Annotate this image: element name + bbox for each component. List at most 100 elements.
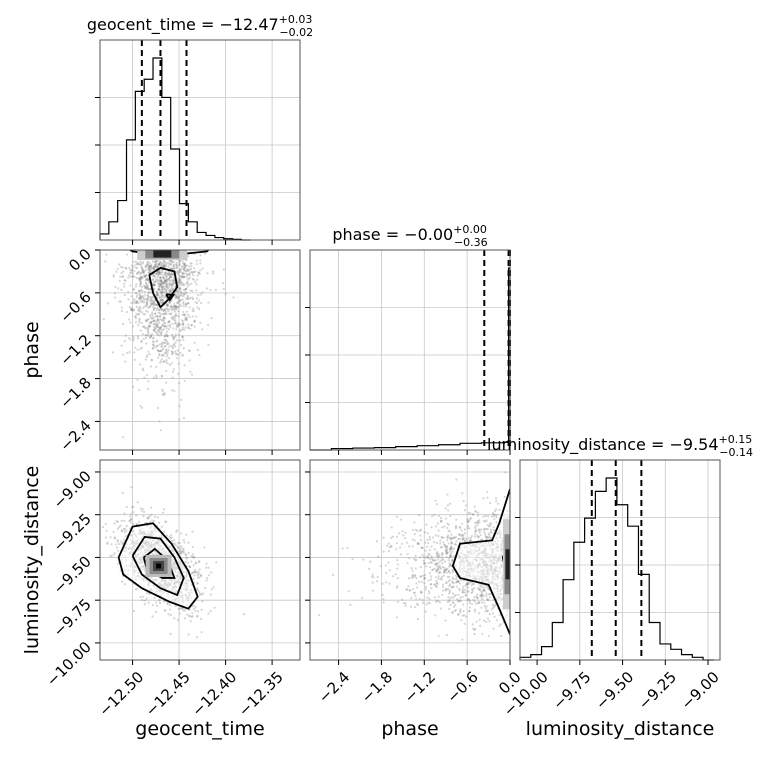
scatter-point (454, 609, 457, 612)
scatter-point (144, 358, 147, 361)
scatter-point (102, 318, 105, 321)
scatter-point (475, 620, 478, 623)
scatter-point (177, 362, 180, 365)
x-tick-label: −12.40 (188, 668, 240, 720)
scatter-point (476, 587, 480, 590)
scatter-point (207, 574, 210, 577)
scatter-point (413, 591, 416, 594)
scatter-point (423, 531, 426, 534)
scatter-point (143, 274, 146, 278)
scatter-point (174, 341, 177, 344)
scatter-point (180, 607, 183, 610)
scatter-point (433, 583, 436, 586)
scatter-point (106, 302, 109, 305)
scatter-point (144, 319, 147, 322)
scatter-point (468, 539, 472, 543)
scatter-point (170, 317, 173, 320)
scatter-point (136, 300, 139, 303)
scatter-point (142, 284, 146, 288)
scatter-point (153, 327, 157, 330)
scatter-point (190, 262, 193, 265)
scatter-point (150, 506, 153, 509)
scatter-point (187, 302, 190, 305)
scatter-point (155, 601, 158, 604)
scatter-point (185, 280, 189, 284)
scatter-point (152, 283, 155, 286)
scatter-point (164, 278, 167, 282)
scatter-point (494, 604, 497, 607)
scatter-point (148, 269, 151, 272)
scatter-point (136, 348, 139, 351)
scatter-point (188, 272, 191, 275)
scatter-point (164, 272, 167, 275)
scatter-point (474, 529, 478, 532)
scatter-point (155, 376, 158, 379)
scatter-point (156, 265, 159, 268)
scatter-point (120, 344, 123, 347)
scatter-point (450, 546, 453, 550)
scatter-point (182, 293, 186, 296)
scatter-point (125, 267, 128, 270)
scatter-point (135, 299, 138, 303)
scatter-point (158, 602, 162, 605)
scatter-point (155, 325, 158, 328)
panel-title: luminosity_distance = −9.54+0.15 −0.14 (487, 433, 753, 459)
scatter-point (418, 556, 422, 559)
scatter-point (177, 273, 180, 276)
scatter-point (145, 263, 148, 266)
scatter-point (157, 288, 160, 291)
scatter-point (137, 520, 141, 523)
scatter-point (149, 336, 152, 339)
scatter-point (184, 265, 187, 269)
scatter-point (435, 551, 439, 554)
scatter-point (413, 557, 416, 560)
scatter-point (151, 278, 155, 282)
scatter-point (487, 588, 491, 591)
scatter-point (113, 537, 116, 540)
contour-line (165, 293, 176, 302)
scatter-point (458, 589, 461, 592)
scatter-point (382, 597, 385, 601)
scatter-point (139, 507, 142, 510)
scatter-point (165, 359, 168, 362)
scatter-point (177, 608, 180, 611)
scatter-point (149, 265, 152, 268)
scatter-point (470, 602, 473, 606)
scatter-point (140, 286, 143, 289)
scatter-point (135, 523, 138, 526)
scatter-point (454, 603, 457, 607)
scatter-point (157, 274, 160, 277)
scatter-point (165, 288, 168, 292)
scatter-point (142, 369, 145, 372)
scatter-point (473, 526, 477, 529)
scatter-point (440, 546, 443, 549)
scatter-point (446, 575, 449, 578)
scatter-point (449, 502, 452, 505)
scatter-point (197, 271, 200, 274)
scatter-point (494, 508, 498, 511)
scatter-point (408, 589, 411, 592)
panel-content (100, 250, 235, 439)
scatter-point (430, 561, 433, 564)
scatter-point (188, 268, 191, 271)
scatter-point (449, 547, 452, 550)
scatter-point (191, 571, 194, 574)
scatter-point (196, 587, 199, 590)
scatter-point (473, 505, 476, 508)
scatter-point (121, 542, 124, 546)
scatter-point (160, 301, 163, 305)
scatter-point (440, 578, 443, 581)
scatter-point (163, 288, 167, 291)
scatter-point (437, 529, 440, 532)
scatter-point (161, 343, 164, 346)
scatter-point (194, 609, 197, 612)
scatter-point (165, 335, 169, 338)
scatter-point (127, 276, 130, 279)
scatter-point (178, 541, 181, 545)
scatter-point (439, 539, 442, 542)
scatter-point (416, 617, 419, 621)
title-minus: −0.02 (279, 26, 313, 39)
scatter-point (197, 570, 200, 573)
scatter-point (197, 294, 200, 297)
scatter-point (153, 519, 156, 523)
